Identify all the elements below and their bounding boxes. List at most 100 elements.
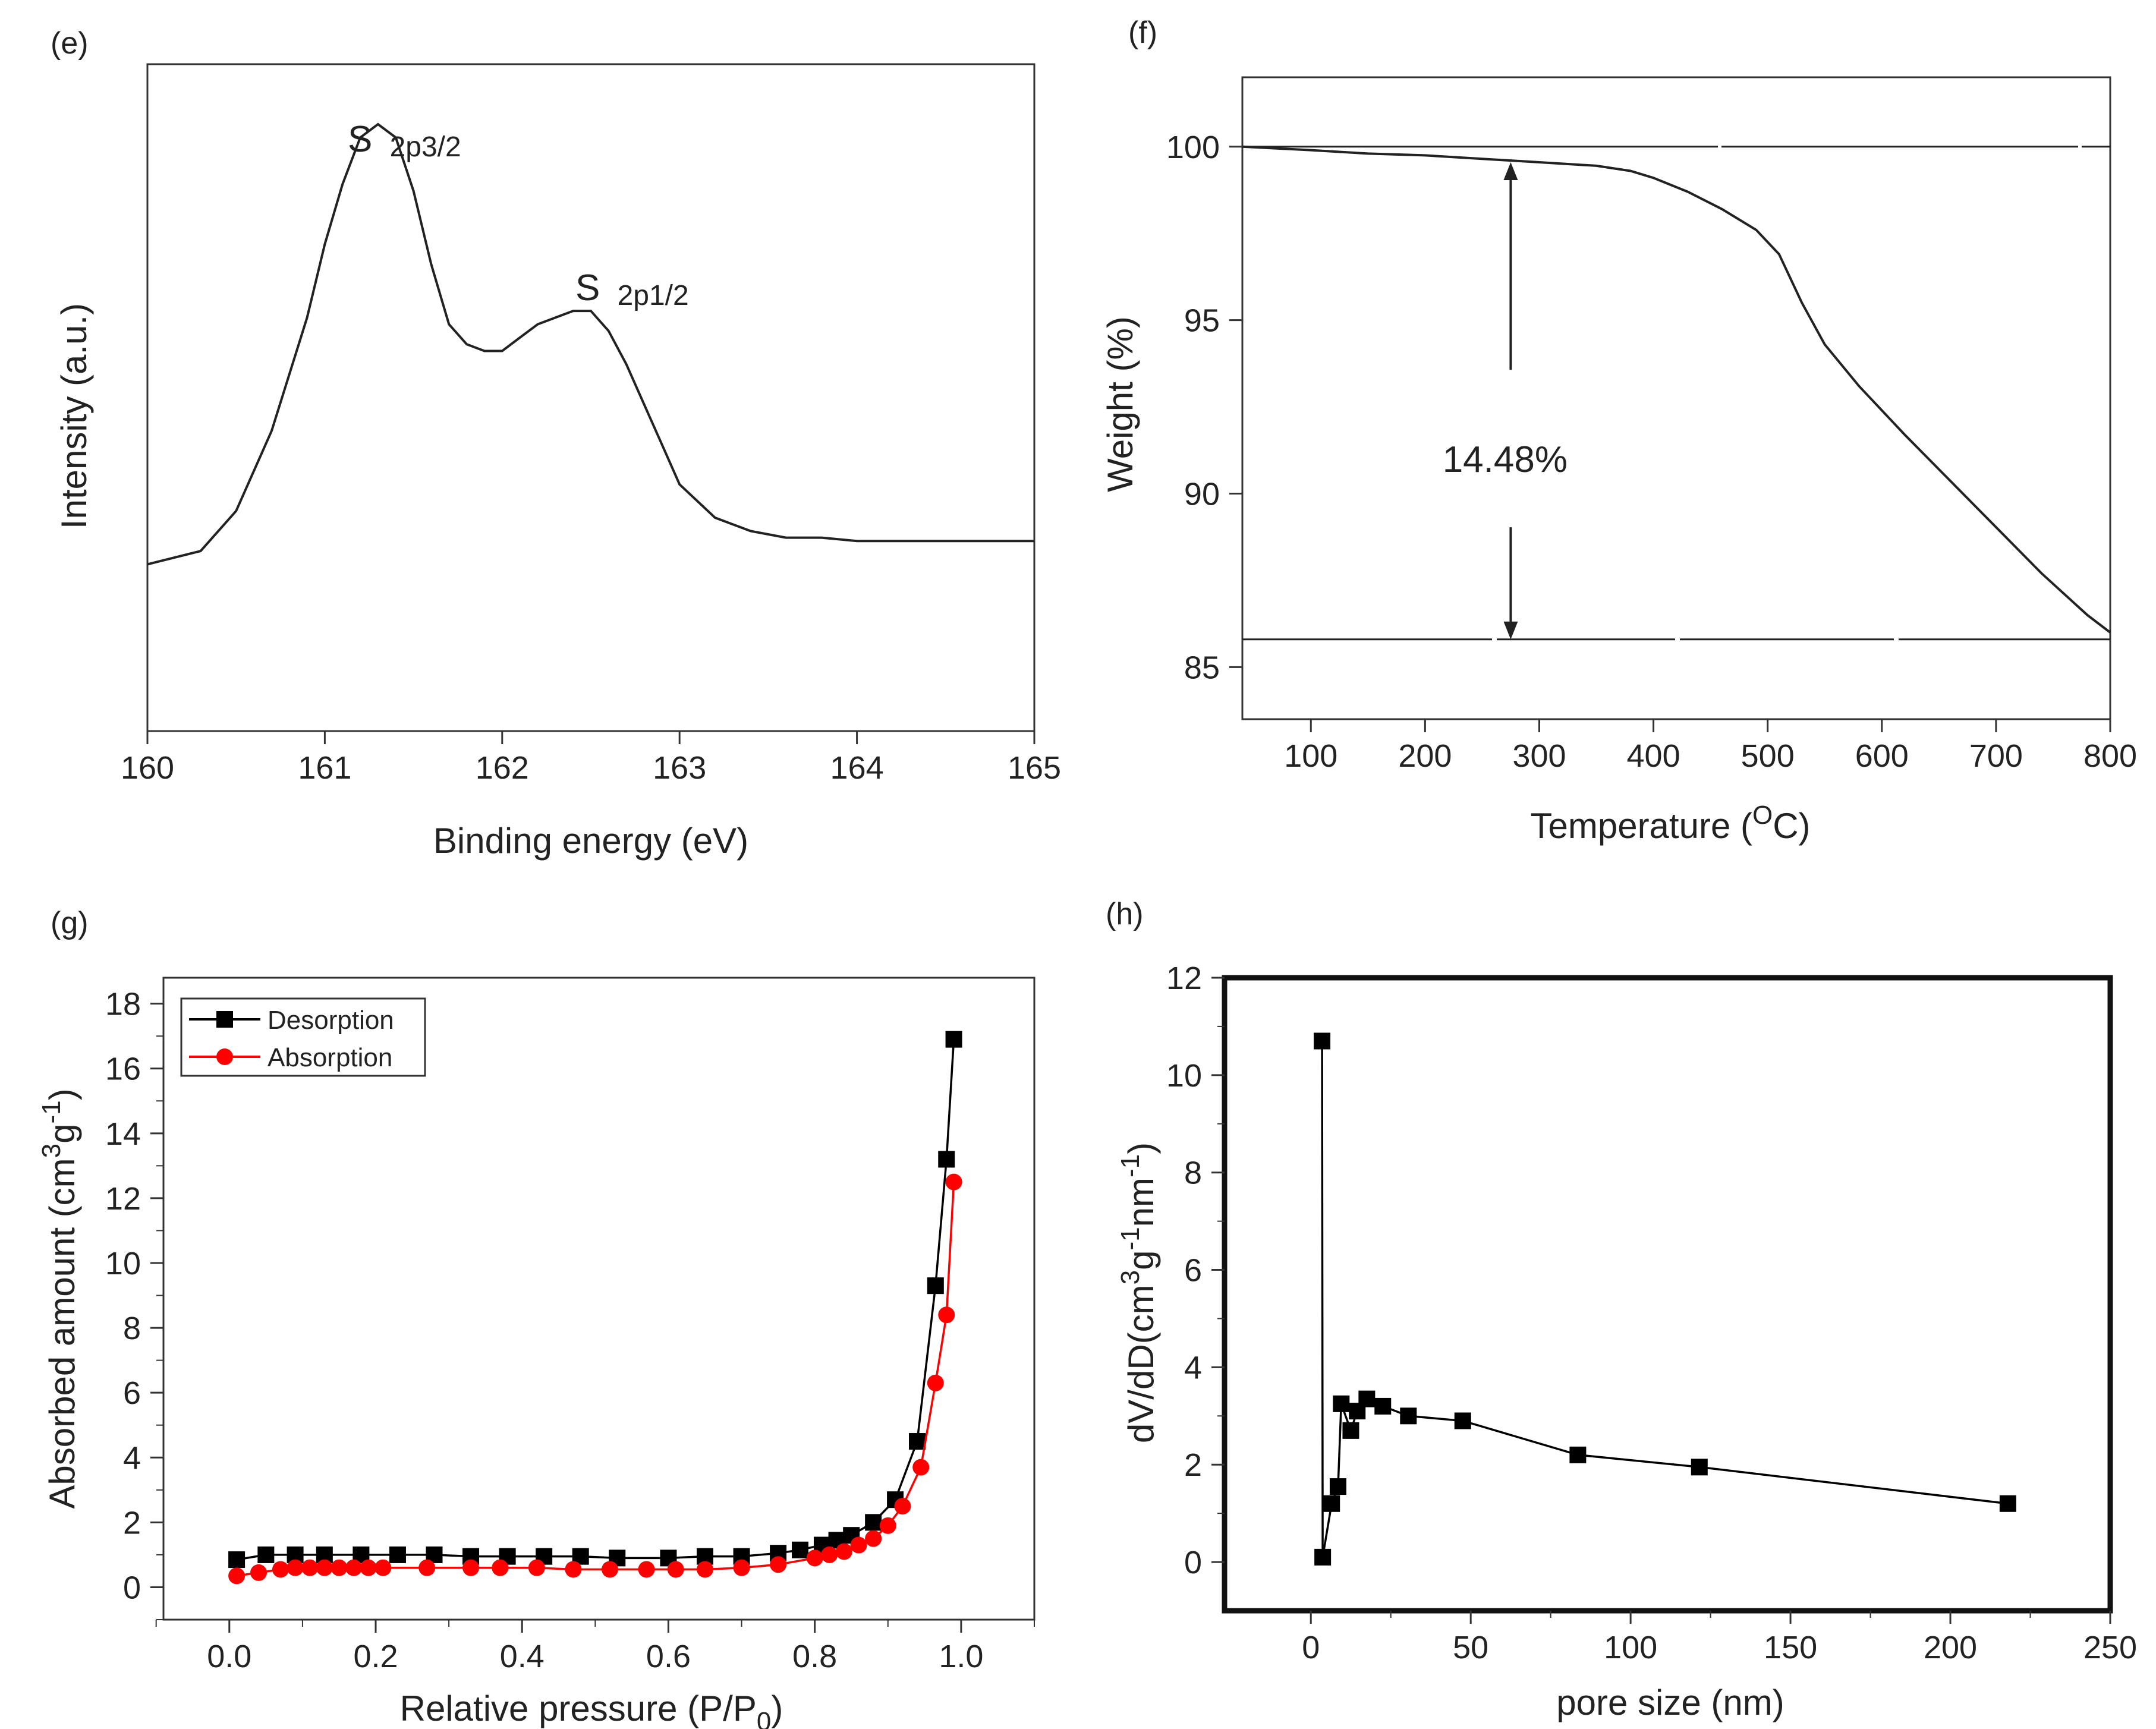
data-point-absorption	[301, 1559, 319, 1576]
x-tick-label-f: 600	[1855, 738, 1909, 774]
panel-g: (g) 0.0 0.2 0.4 0.6 0.8 1.0 0 2 4 6 8 10 12 14 16 18 D…	[37, 906, 1035, 1729]
data-point-absorption	[331, 1559, 348, 1576]
data-point-desorption	[389, 1546, 406, 1563]
x-tick-label-f: 800	[2083, 738, 2137, 774]
y-axis-title-f: Weight (%)	[1100, 316, 1140, 492]
weight-loss-label: 14.48%	[1443, 439, 1568, 480]
x-axis-ticks-f: 100 200 300 400 500 600 700 800	[1284, 719, 2137, 774]
data-point-absorption	[697, 1561, 714, 1578]
x-axis-ticks-g: 0.0 0.2 0.4 0.6 0.8 1.0	[155, 1620, 1035, 1674]
data-point-absorption	[912, 1459, 930, 1476]
data-point-psd	[1569, 1446, 1587, 1463]
data-point-absorption	[316, 1559, 333, 1576]
x-tick-label-g: 1.0	[939, 1639, 983, 1674]
data-point-psd	[1329, 1478, 1346, 1495]
x-tick-label-g: 0.6	[646, 1639, 691, 1674]
x-tick-label-h: 250	[2083, 1630, 2137, 1665]
y-tick-label-g: 8	[123, 1311, 141, 1346]
data-point-absorption	[865, 1530, 882, 1547]
weight-loss-arrows	[1503, 162, 1518, 640]
plot-frame-h	[1222, 975, 2113, 1614]
x-tick-label-f: 300	[1512, 738, 1566, 774]
y-tick-label-h: 0	[1184, 1545, 1202, 1580]
x-axis-ticks-h: 0 50 100 150 200 250	[1302, 1611, 2137, 1665]
y-tick-label-g: 6	[123, 1375, 141, 1411]
data-point-desorption	[257, 1546, 275, 1563]
data-point-absorption	[850, 1536, 867, 1554]
y-tick-label-f: 90	[1184, 477, 1220, 512]
y-axis-title-g: Absorbed amount (cm3g-1)	[37, 1088, 82, 1508]
x-tick-label-g: 0.2	[353, 1639, 398, 1674]
x-axis-title-f: Temperature (OC)	[1530, 801, 1810, 846]
data-point-absorption	[462, 1559, 480, 1576]
panel-label-g: (g)	[51, 906, 89, 940]
data-point-psd	[1323, 1495, 1340, 1512]
data-point-absorption	[374, 1559, 392, 1576]
y-tick-label-g: 12	[105, 1181, 141, 1217]
data-point-absorption	[287, 1559, 304, 1576]
panel-label-e: (e)	[51, 26, 89, 61]
panel-e: (e) 160 161 162 163 164 165 S 2p3/2 S 2p1/2 B…	[51, 26, 1061, 861]
x-tick-label-f: 700	[1969, 738, 2023, 774]
data-point-absorption	[565, 1561, 582, 1578]
data-point-absorption	[927, 1374, 944, 1391]
x-tick-label-e: 164	[830, 750, 884, 786]
legend-label-desorption: Desorption	[267, 1006, 394, 1035]
data-point-absorption	[667, 1561, 684, 1578]
peak-label-s-2p3-2: S 2p3/2	[348, 119, 461, 163]
data-point-desorption	[865, 1514, 882, 1531]
plot-frame-g	[162, 977, 1035, 1621]
data-point-desorption	[792, 1541, 809, 1558]
y-tick-label-g: 14	[105, 1116, 141, 1152]
y-tick-label-g: 0	[123, 1570, 141, 1605]
x-tick-label-e: 163	[653, 750, 706, 786]
series-g	[228, 1031, 962, 1585]
data-point-absorption	[879, 1517, 896, 1534]
y-tick-label-f: 95	[1184, 303, 1220, 339]
panel-label-f: (f)	[1128, 15, 1157, 50]
y-axis-ticks-h: 0 2 4 6 8 10 12	[1166, 960, 1225, 1580]
y-tick-label-g: 16	[105, 1051, 141, 1087]
y-axis-ticks-g: 0 2 4 6 8 10 12 14 16 18	[105, 987, 163, 1620]
x-tick-label-h: 200	[1924, 1630, 1977, 1665]
x-tick-label-g: 0.0	[207, 1639, 251, 1674]
series-line-tga	[1242, 145, 2111, 634]
y-axis-title-h: dV/dD(cm3g-1nm-1)	[1116, 1142, 1161, 1443]
x-axis-title-h: pore size (nm)	[1556, 1683, 1784, 1722]
data-point-psd	[1342, 1422, 1359, 1439]
data-point-absorption	[528, 1559, 545, 1576]
y-axis-ticks-f: 85 90 95 100	[1166, 130, 1242, 685]
y-tick-label-h: 8	[1184, 1155, 1202, 1191]
legend-marker-desorption	[216, 1011, 233, 1028]
data-point-psd	[1400, 1407, 1417, 1425]
data-point-psd	[1691, 1459, 1708, 1476]
y-tick-label-h: 10	[1166, 1058, 1202, 1094]
data-point-absorption	[733, 1559, 750, 1576]
plot-frame-f	[1241, 76, 2111, 720]
x-tick-label-g: 0.8	[792, 1639, 837, 1674]
data-point-absorption	[250, 1564, 267, 1581]
arrow-up-head	[1503, 162, 1518, 181]
y-tick-label-h: 4	[1184, 1350, 1202, 1385]
arrow-down-head	[1503, 621, 1518, 640]
x-tick-label-g: 0.4	[500, 1639, 544, 1674]
x-tick-label-h: 0	[1302, 1630, 1320, 1665]
x-tick-label-f: 400	[1627, 738, 1680, 774]
y-tick-label-f: 85	[1184, 650, 1220, 685]
y-tick-label-g: 2	[123, 1505, 141, 1541]
x-tick-label-e: 161	[298, 750, 351, 786]
x-tick-label-h: 100	[1604, 1630, 1657, 1665]
series-line-psd	[1321, 1041, 2009, 1558]
x-axis-title-g: Relative pressure (P/P0)	[400, 1689, 783, 1729]
y-tick-label-h: 2	[1184, 1447, 1202, 1483]
x-tick-label-h: 50	[1453, 1630, 1488, 1665]
series-line-absorption	[236, 1182, 955, 1577]
y-tick-label-g: 4	[123, 1440, 141, 1476]
x-tick-label-f: 100	[1284, 738, 1337, 774]
data-point-desorption	[909, 1433, 926, 1450]
x-axis-title-e: Binding energy (eV)	[433, 821, 748, 861]
x-axis-ticks-e: 160 161 162 163 164 165	[121, 731, 1061, 786]
series-line-desorption	[236, 1039, 955, 1561]
data-point-absorption	[272, 1561, 289, 1578]
